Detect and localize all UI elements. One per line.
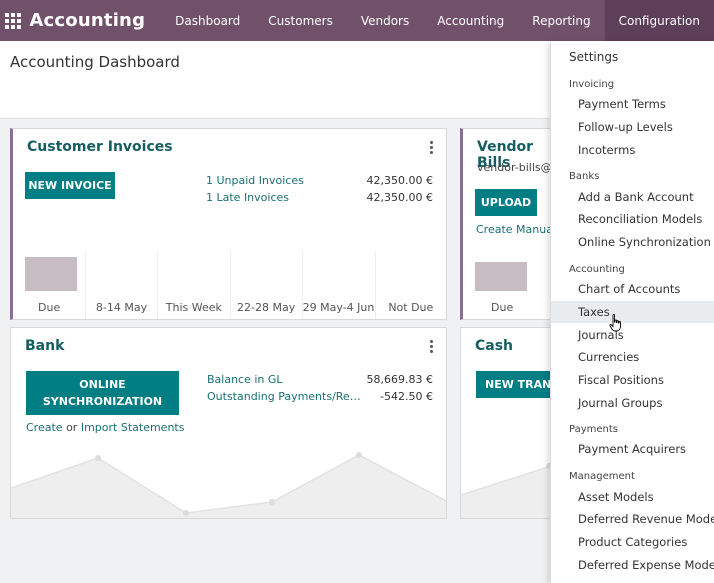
graph-label: Due xyxy=(38,301,61,314)
unpaid-invoices-link[interactable]: 1 Unpaid Invoices xyxy=(206,174,304,187)
menu-item-taxes[interactable]: Taxes xyxy=(551,301,714,323)
graph-bar-due[interactable] xyxy=(475,262,527,291)
unpaid-invoices-amount: 42,350.00 € xyxy=(366,174,433,187)
cash-card: Cash NEW TRANS xyxy=(460,327,560,519)
new-transaction-button[interactable]: NEW TRANS xyxy=(476,371,559,398)
card-title[interactable]: Vendor Bills xyxy=(477,139,534,171)
vendor-bills-card: Vendor Bills vendor-bills@p UPLOAD Creat… xyxy=(460,128,560,320)
menu-header-management: Management xyxy=(569,471,635,482)
app-brand[interactable]: Accounting xyxy=(29,10,146,31)
card-title[interactable]: Cash xyxy=(475,338,514,354)
statements-text: Statements xyxy=(120,421,185,434)
balance-in-gl-link[interactable]: Balance in GL xyxy=(207,373,283,386)
late-invoices-amount: 42,350.00 € xyxy=(366,191,433,204)
graph-label: This Week xyxy=(165,301,222,314)
nav-accounting[interactable]: Accounting xyxy=(437,13,505,28)
menu-item-reconciliation-models[interactable]: Reconciliation Models xyxy=(578,212,703,226)
menu-item-follow-up-levels[interactable]: Follow-up Levels xyxy=(578,120,673,134)
nav-vendors[interactable]: Vendors xyxy=(360,13,410,28)
cash-balance-graph[interactable] xyxy=(461,440,560,519)
outstanding-payments-amount: -542.50 € xyxy=(380,390,433,403)
menu-item-deferred-expense-models[interactable]: Deferred Expense Models xyxy=(578,558,714,572)
menu-item-settings[interactable]: Settings xyxy=(569,50,619,64)
outstanding-payments-link[interactable]: Outstanding Payments/Re… xyxy=(207,390,361,403)
create-link[interactable]: Create xyxy=(26,421,63,434)
menu-item-asset-models[interactable]: Asset Models xyxy=(578,490,654,504)
menu-item-payment-terms[interactable]: Payment Terms xyxy=(578,97,666,111)
apps-menu-icon[interactable] xyxy=(0,0,25,41)
create-manual-link[interactable]: Create Manual xyxy=(476,223,557,236)
menu-item-add-bank-account[interactable]: Add a Bank Account xyxy=(578,190,694,204)
graph-bar-due[interactable] xyxy=(25,257,77,291)
top-navbar: Accounting Dashboard Customers Vendors A… xyxy=(0,0,714,41)
menu-item-journal-groups[interactable]: Journal Groups xyxy=(578,396,663,410)
nav-dashboard[interactable]: Dashboard xyxy=(175,13,241,28)
customer-invoices-card: Customer Invoices NEW INVOICE 1 Unpaid I… xyxy=(10,128,447,320)
late-invoices-link[interactable]: 1 Late Invoices xyxy=(206,191,289,204)
bank-balance-graph[interactable] xyxy=(11,440,447,519)
menu-header-accounting: Accounting xyxy=(569,264,625,275)
menu-header-payments: Payments xyxy=(569,424,618,435)
card-title[interactable]: Bank xyxy=(25,338,65,354)
graph-label: Due xyxy=(491,301,514,314)
menu-item-journals[interactable]: Journals xyxy=(578,328,624,342)
nav-reporting[interactable]: Reporting xyxy=(532,13,591,28)
graph-label: 29 May-4 Jun xyxy=(302,301,375,314)
menu-item-incoterms[interactable]: Incoterms xyxy=(578,143,636,157)
graph-axis-labels: Due 8-14 May This Week 22-28 May 29 May-… xyxy=(13,301,446,314)
invoice-graph[interactable] xyxy=(13,251,446,319)
menu-item-chart-of-accounts[interactable]: Chart of Accounts xyxy=(578,282,681,296)
new-invoice-button[interactable]: NEW INVOICE xyxy=(25,172,115,199)
card-title[interactable]: Customer Invoices xyxy=(27,139,173,155)
or-text: or xyxy=(66,421,78,434)
create-import-line: Create or Import Statements xyxy=(26,421,184,434)
menu-item-currencies[interactable]: Currencies xyxy=(578,350,640,364)
menu-header-invoicing: Invoicing xyxy=(569,79,615,90)
graph-label: Not Due xyxy=(388,301,434,314)
menu-item-fiscal-positions[interactable]: Fiscal Positions xyxy=(578,373,664,387)
nav-configuration[interactable]: Configuration xyxy=(604,0,714,41)
graph-label: 8-14 May xyxy=(95,301,148,314)
import-link[interactable]: Import xyxy=(80,421,118,434)
vendor-bills-email: vendor-bills@p xyxy=(477,161,559,174)
menu-item-product-categories[interactable]: Product Categories xyxy=(578,535,688,549)
online-synchronization-button[interactable]: ONLINE SYNCHRONIZATION xyxy=(26,371,179,415)
menu-header-banks: Banks xyxy=(569,171,600,182)
balance-in-gl-amount: 58,669.83 € xyxy=(366,373,433,386)
kebab-menu-icon[interactable] xyxy=(430,340,434,353)
menu-item-online-synchronization[interactable]: Online Synchronization xyxy=(578,235,711,249)
hand-cursor-icon xyxy=(609,314,621,332)
graph-label: 22-28 May xyxy=(237,301,296,314)
upload-button[interactable]: UPLOAD xyxy=(475,189,537,216)
nav-customers[interactable]: Customers xyxy=(268,13,333,28)
menu-item-deferred-revenue-models[interactable]: Deferred Revenue Models xyxy=(578,512,714,526)
menu-item-payment-acquirers[interactable]: Payment Acquirers xyxy=(578,442,687,456)
bank-card: Bank ONLINE SYNCHRONIZATION Create or Im… xyxy=(10,327,447,519)
kebab-menu-icon[interactable] xyxy=(430,141,434,154)
page-title: Accounting Dashboard xyxy=(10,53,180,71)
configuration-dropdown-menu: Settings Invoicing Payment Terms Follow-… xyxy=(550,41,714,583)
